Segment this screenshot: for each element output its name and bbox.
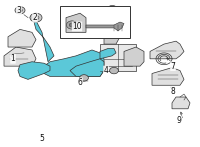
Circle shape xyxy=(110,67,118,74)
Circle shape xyxy=(30,13,42,22)
Polygon shape xyxy=(66,13,86,32)
Text: 5: 5 xyxy=(40,134,44,143)
Circle shape xyxy=(69,23,75,27)
Text: 6: 6 xyxy=(78,78,82,87)
Polygon shape xyxy=(100,44,136,71)
Polygon shape xyxy=(70,59,104,76)
Circle shape xyxy=(15,7,25,14)
Polygon shape xyxy=(152,68,184,85)
Polygon shape xyxy=(18,62,50,79)
Polygon shape xyxy=(44,50,104,76)
Text: 3: 3 xyxy=(17,6,21,15)
Bar xyxy=(60,6,130,38)
Text: 4: 4 xyxy=(104,66,108,75)
Polygon shape xyxy=(4,47,36,66)
Circle shape xyxy=(33,15,39,20)
Circle shape xyxy=(66,21,78,29)
Circle shape xyxy=(18,9,22,12)
Polygon shape xyxy=(172,97,190,109)
Text: 10: 10 xyxy=(72,22,82,31)
Text: 8: 8 xyxy=(171,87,175,96)
Polygon shape xyxy=(106,6,118,26)
Polygon shape xyxy=(104,24,120,44)
Text: 2: 2 xyxy=(33,13,37,22)
Polygon shape xyxy=(124,47,144,66)
Polygon shape xyxy=(150,41,184,59)
Circle shape xyxy=(80,75,88,81)
Polygon shape xyxy=(100,49,116,59)
Polygon shape xyxy=(30,15,54,62)
Text: 9: 9 xyxy=(177,116,181,125)
Text: 7: 7 xyxy=(171,62,175,71)
Text: 1: 1 xyxy=(11,54,15,63)
Polygon shape xyxy=(8,29,36,47)
Polygon shape xyxy=(86,22,124,31)
